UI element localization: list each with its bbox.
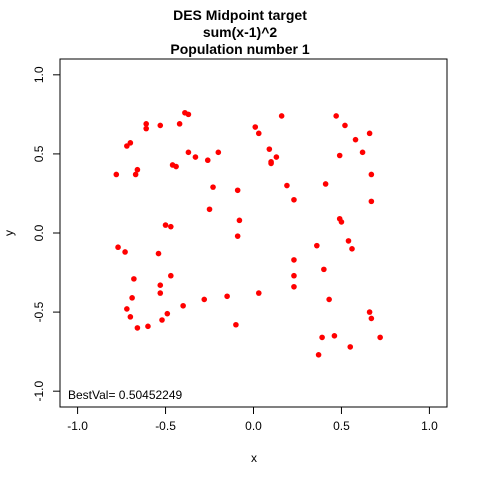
x-tick-label: -0.5 <box>155 419 176 433</box>
data-point <box>155 250 162 257</box>
data-point <box>342 122 348 129</box>
data-point <box>236 217 243 224</box>
data-point <box>368 198 375 205</box>
data-point <box>315 352 322 358</box>
data-point <box>162 222 169 228</box>
data-point <box>291 272 297 279</box>
data-point <box>157 282 164 289</box>
data-point <box>168 223 174 230</box>
data-point <box>215 149 222 156</box>
data-point <box>291 196 297 203</box>
data-point <box>122 249 128 255</box>
data-point <box>366 130 373 137</box>
data-points <box>113 109 383 358</box>
data-point <box>159 317 165 323</box>
data-point <box>255 130 262 137</box>
data-point <box>366 309 373 315</box>
chart-title-line-1: DES Midpoint target <box>173 7 307 23</box>
data-point <box>192 154 199 160</box>
y-tick-label: 0.5 <box>32 145 46 162</box>
x-tick-label: 1.0 <box>421 419 438 433</box>
x-tick-label: -1.0 <box>67 419 88 433</box>
data-point <box>204 157 211 164</box>
data-point <box>124 306 130 312</box>
data-point <box>345 238 352 244</box>
data-point <box>168 272 174 279</box>
data-point <box>224 293 230 300</box>
y-tick-label: 0.0 <box>32 224 46 241</box>
data-point <box>185 149 192 156</box>
data-point <box>314 242 320 249</box>
data-point <box>143 125 149 132</box>
data-point <box>338 219 345 225</box>
data-point <box>134 325 141 331</box>
data-point <box>131 276 137 282</box>
data-point <box>185 111 192 118</box>
data-point <box>336 152 343 159</box>
data-point <box>319 334 325 341</box>
data-point <box>352 136 359 143</box>
data-point <box>157 290 164 296</box>
best-value-annotation: BestVal= 0.50452249 <box>68 388 183 402</box>
data-point <box>234 187 241 194</box>
data-point <box>321 266 327 273</box>
x-tick-label: 0.0 <box>245 419 262 433</box>
data-point <box>234 233 241 239</box>
data-point <box>132 171 139 178</box>
data-point <box>368 315 375 322</box>
data-point <box>201 296 208 303</box>
data-point <box>291 257 297 263</box>
y-tick-label: -1.0 <box>32 381 46 402</box>
data-point <box>255 290 262 296</box>
y-tick-label: -0.5 <box>32 301 46 322</box>
data-point <box>127 314 134 320</box>
x-axis: -1.0 -0.5 0.0 0.5 1.0 <box>67 407 438 433</box>
data-point <box>377 334 383 341</box>
data-point <box>322 181 329 187</box>
data-point <box>127 140 134 146</box>
data-point <box>210 184 216 190</box>
data-point <box>129 295 135 301</box>
x-tick-label: 0.5 <box>333 419 350 433</box>
x-axis-label: x <box>251 451 257 465</box>
data-point <box>134 166 141 173</box>
data-point <box>291 283 297 290</box>
data-point <box>326 296 332 303</box>
data-point <box>180 302 186 309</box>
data-point <box>359 149 366 156</box>
data-point <box>368 171 375 178</box>
data-point <box>252 124 259 130</box>
y-axis-label: y <box>2 230 16 236</box>
y-tick-label: 1.0 <box>32 66 46 83</box>
data-point <box>273 154 280 160</box>
data-point <box>233 321 239 328</box>
chart-title-line-2: sum(x-1)^2 <box>202 24 278 40</box>
data-point <box>143 121 149 127</box>
data-point <box>284 182 290 189</box>
data-point <box>333 113 339 119</box>
chart-title-line-3: Population number 1 <box>170 41 310 57</box>
data-point <box>164 310 171 317</box>
data-point <box>331 333 338 339</box>
data-point <box>206 206 213 213</box>
data-point <box>157 122 164 129</box>
data-point <box>173 163 179 170</box>
data-point <box>113 171 120 178</box>
data-point <box>268 160 274 167</box>
data-point <box>266 146 273 152</box>
data-point <box>278 113 285 119</box>
data-point <box>347 344 354 350</box>
data-point <box>115 244 121 251</box>
y-axis: -1.0 -0.5 0.0 0.5 1.0 <box>32 66 60 402</box>
data-point <box>176 121 183 127</box>
data-point <box>145 323 151 330</box>
plot-frame <box>59 58 448 408</box>
data-point <box>349 246 355 252</box>
